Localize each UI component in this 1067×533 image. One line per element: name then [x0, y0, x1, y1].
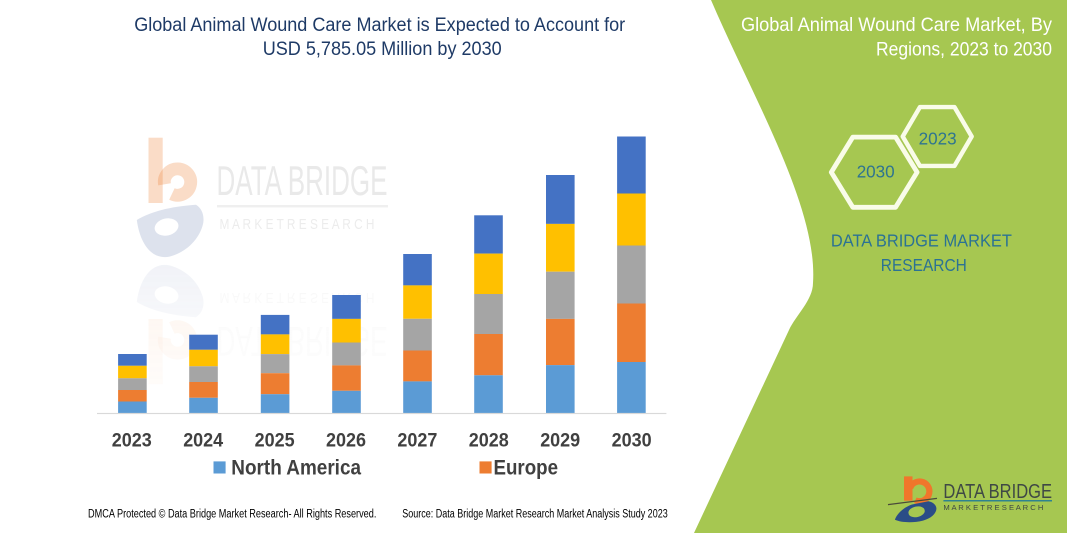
svg-text:2027: 2027	[397, 430, 437, 452]
svg-text:DATA BRIDGE: DATA BRIDGE	[943, 481, 1052, 503]
svg-text:USD 5,785.05 Million by 2030: USD 5,785.05 Million by 2030	[263, 39, 502, 60]
svg-text:DMCA Protected © Data Bridge M: DMCA Protected © Data Bridge Market Rese…	[88, 508, 376, 520]
svg-text:M A R K E T R E S E A R C H: M A R K E T R E S E A R C H	[943, 503, 1043, 512]
svg-text:Europe: Europe	[494, 456, 559, 480]
svg-text:2023: 2023	[919, 128, 957, 148]
svg-text:2023: 2023	[112, 430, 152, 452]
svg-text:DATA BRIDGE: DATA BRIDGE	[217, 318, 388, 365]
svg-text:Global Animal Wound Care Marke: Global Animal Wound Care Market is Expec…	[134, 15, 626, 36]
svg-text:2026: 2026	[326, 430, 366, 452]
svg-text:2028: 2028	[469, 430, 509, 452]
svg-text:DATA BRIDGE MARKET: DATA BRIDGE MARKET	[831, 231, 1012, 251]
svg-text:M A R K E T R E S E A R C H: M A R K E T R E S E A R C H	[220, 216, 375, 233]
svg-text:Source: Data Bridge Market Res: Source: Data Bridge Market Research Mark…	[402, 508, 667, 520]
svg-text:2025: 2025	[255, 430, 295, 452]
svg-text:2030: 2030	[857, 162, 895, 182]
svg-text:2029: 2029	[540, 430, 580, 452]
svg-text:DATA BRIDGE: DATA BRIDGE	[217, 157, 388, 204]
svg-text:RESEARCH: RESEARCH	[881, 255, 967, 275]
svg-text:Regions, 2023 to 2030: Regions, 2023 to 2030	[876, 39, 1052, 61]
svg-text:2030: 2030	[612, 430, 652, 452]
svg-text:2024: 2024	[183, 430, 223, 452]
svg-text:North America: North America	[231, 456, 362, 480]
svg-text:Global Animal Wound Care Marke: Global Animal Wound Care Market, By	[741, 14, 1052, 36]
